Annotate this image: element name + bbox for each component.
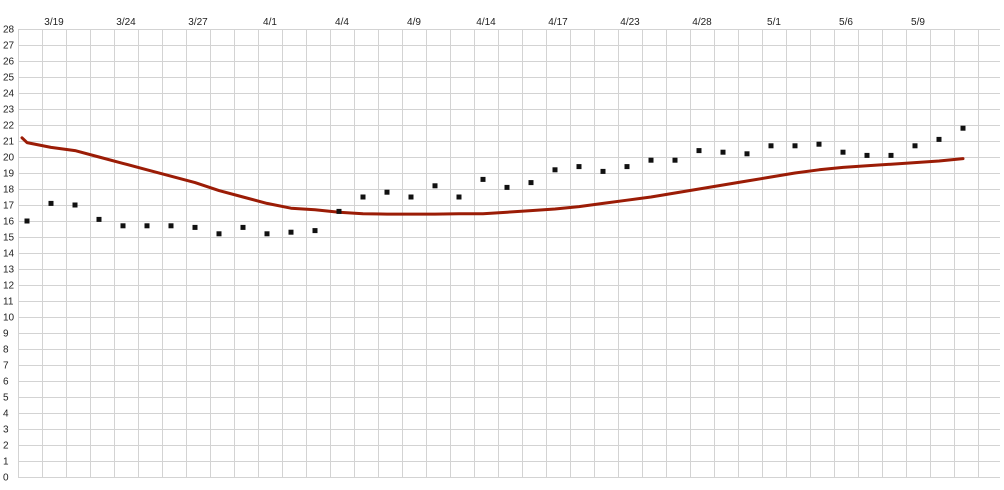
x-tick-label: 4/23 xyxy=(620,17,640,28)
x-axis-tick-labels: 3/19 3/24 3/27 4/1 4/4 4/9 4/14 4/17 4/23 4/28 5/1… xyxy=(44,17,925,28)
y-tick-label: 21 xyxy=(3,137,15,148)
y-tick-label: 23 xyxy=(3,105,15,116)
data-point xyxy=(960,125,966,131)
y-tick-label: 13 xyxy=(3,265,15,276)
y-tick-label: 22 xyxy=(3,121,15,132)
y-tick-label: 1 xyxy=(3,457,9,468)
data-point xyxy=(240,224,246,230)
data-point xyxy=(264,231,270,237)
data-point xyxy=(96,216,102,222)
x-tick-label: 5/9 xyxy=(911,17,925,28)
y-tick-label: 2 xyxy=(3,441,9,452)
x-tick-label: 4/4 xyxy=(335,17,349,28)
y-tick-label: 12 xyxy=(3,281,15,292)
data-point xyxy=(672,157,678,163)
data-point xyxy=(648,157,654,163)
y-tick-label: 8 xyxy=(3,345,9,356)
x-tick-label: 4/28 xyxy=(692,17,712,28)
y-tick-label: 25 xyxy=(3,73,15,84)
trend-line-series xyxy=(20,136,965,216)
data-point xyxy=(600,168,606,174)
x-tick-label: 5/6 xyxy=(839,17,853,28)
y-tick-label: 14 xyxy=(3,249,15,260)
y-tick-label: 19 xyxy=(3,169,15,180)
x-tick-label: 3/27 xyxy=(188,17,208,28)
y-tick-label: 3 xyxy=(3,425,9,436)
y-tick-label: 0 xyxy=(3,473,9,484)
y-tick-label: 10 xyxy=(3,313,15,324)
data-point xyxy=(384,189,390,195)
y-tick-label: 7 xyxy=(3,361,9,372)
x-tick-label: 3/24 xyxy=(116,17,136,28)
data-point xyxy=(312,228,318,234)
data-point xyxy=(360,194,366,200)
x-tick-label: 4/9 xyxy=(407,17,421,28)
y-tick-label: 6 xyxy=(3,377,9,388)
data-point xyxy=(936,136,942,142)
x-tick-label: 4/1 xyxy=(263,17,277,28)
x-tick-label: 4/14 xyxy=(476,17,496,28)
data-point xyxy=(816,141,822,147)
y-tick-label: 9 xyxy=(3,329,9,340)
y-axis-tick-labels: 0123456789101112131415161718192021222324… xyxy=(3,25,15,484)
data-point xyxy=(456,194,462,200)
data-point xyxy=(192,224,198,230)
data-point xyxy=(744,151,750,157)
data-point xyxy=(168,223,174,229)
data-point xyxy=(912,143,918,149)
data-point xyxy=(528,180,534,186)
data-point xyxy=(696,148,702,154)
y-tick-label: 24 xyxy=(3,89,15,100)
data-point xyxy=(144,223,150,229)
data-point xyxy=(576,164,582,170)
data-point xyxy=(120,223,126,229)
trend-line xyxy=(20,136,965,216)
data-point xyxy=(864,152,870,158)
measurement-points-series xyxy=(24,125,966,237)
data-point xyxy=(792,143,798,149)
y-tick-label: 4 xyxy=(3,409,9,420)
data-point xyxy=(72,202,78,208)
data-point xyxy=(840,149,846,155)
y-tick-label: 26 xyxy=(3,57,15,68)
y-tick-label: 5 xyxy=(3,393,9,404)
data-point xyxy=(624,164,630,170)
data-point xyxy=(432,183,438,189)
y-tick-label: 16 xyxy=(3,217,15,228)
x-tick-label: 5/1 xyxy=(767,17,781,28)
data-point xyxy=(888,152,894,158)
y-tick-label: 11 xyxy=(3,297,14,308)
data-point xyxy=(504,184,510,190)
data-point xyxy=(216,231,222,237)
data-point xyxy=(48,200,54,206)
data-point xyxy=(768,143,774,149)
data-point xyxy=(336,208,342,214)
horizontal-gridlines xyxy=(18,29,1000,478)
y-tick-label: 28 xyxy=(3,25,15,36)
y-tick-label: 27 xyxy=(3,41,15,52)
x-tick-label: 3/19 xyxy=(44,17,64,28)
data-point xyxy=(720,149,726,155)
data-point xyxy=(552,167,558,173)
y-tick-label: 18 xyxy=(3,185,15,196)
y-tick-label: 15 xyxy=(3,233,15,244)
y-tick-label: 20 xyxy=(3,153,15,164)
data-point xyxy=(480,176,486,182)
data-point xyxy=(24,218,30,224)
y-tick-label: 17 xyxy=(3,201,15,212)
data-point xyxy=(288,229,294,235)
data-point xyxy=(408,194,414,200)
x-tick-label: 4/17 xyxy=(548,17,568,28)
